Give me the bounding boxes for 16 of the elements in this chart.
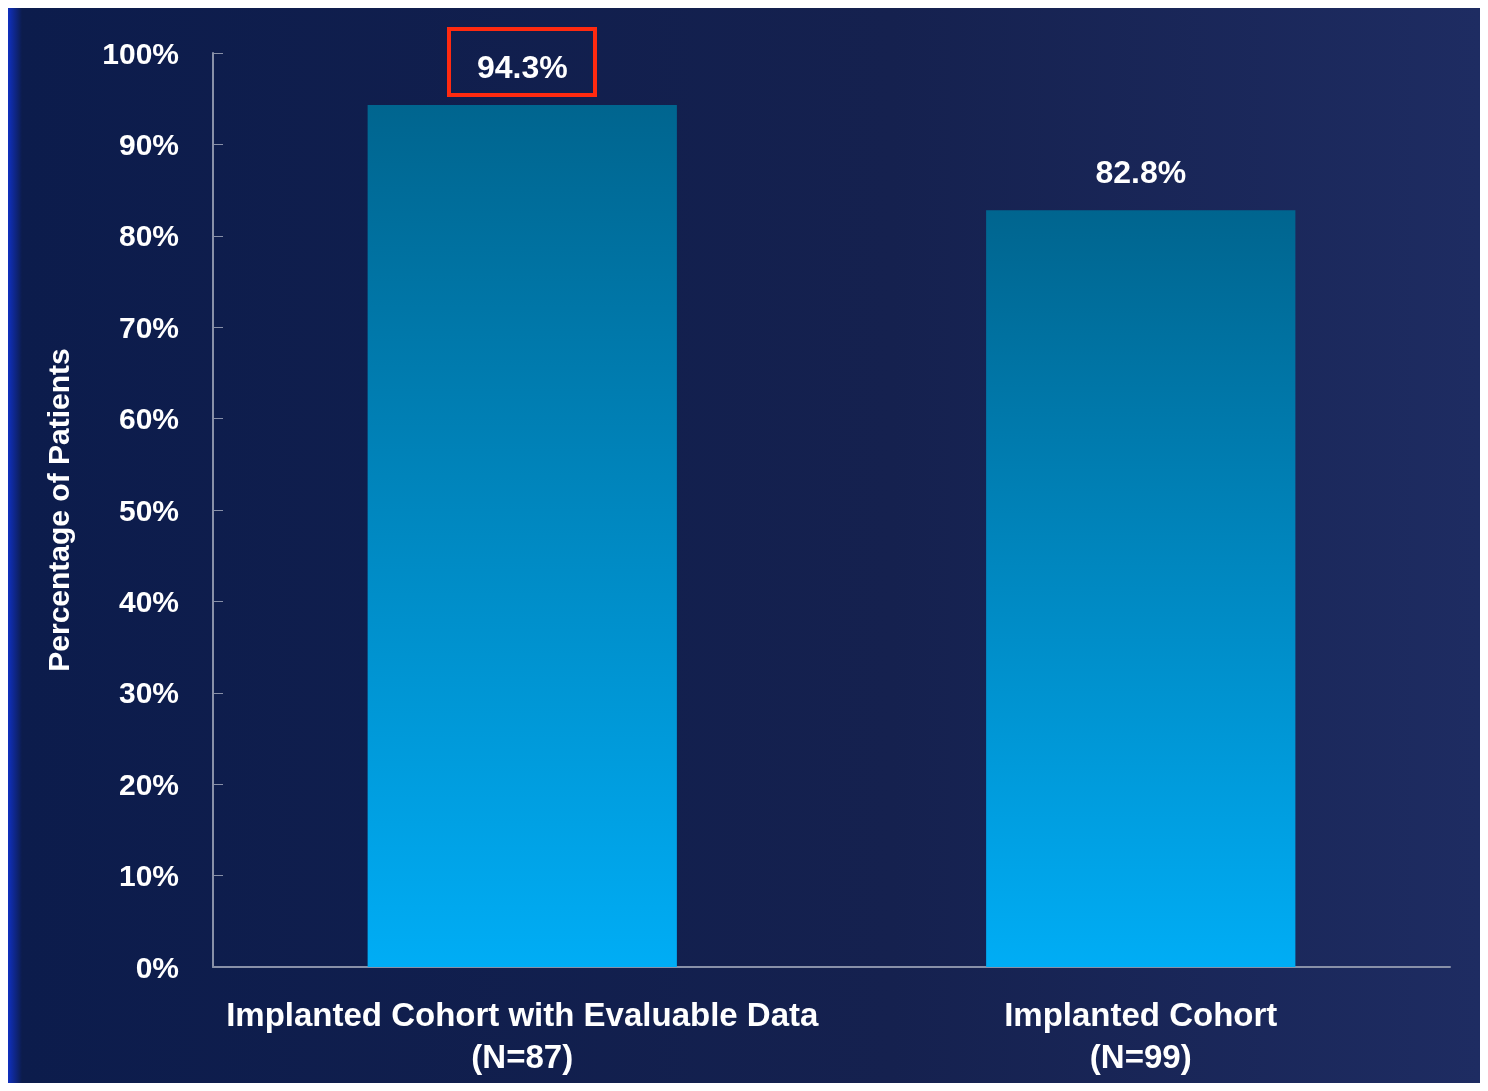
- y-tick-label: 70%: [118, 310, 179, 344]
- y-tick-label: 0%: [135, 950, 179, 984]
- y-tick-label: 100%: [102, 36, 179, 70]
- y-tick-label: 40%: [118, 584, 179, 618]
- y-tick-label: 10%: [118, 859, 179, 893]
- x-tick-label: Implanted Cohort with Evaluable Data (N=87): [226, 995, 820, 1075]
- y-tick-label: 60%: [118, 402, 179, 436]
- x-tick-label: Implanted Cohort (N=99): [1004, 995, 1278, 1075]
- y-tick-label: 30%: [118, 676, 179, 710]
- y-axis-title: Percentage of Patients: [41, 348, 75, 672]
- data-label: 94.3%: [476, 49, 568, 86]
- y-tick-label: 20%: [118, 767, 179, 801]
- y-tick-label: 80%: [118, 219, 179, 253]
- y-tick-label: 90%: [118, 127, 179, 161]
- data-label: 82.8%: [1095, 154, 1187, 191]
- y-tick-label: 50%: [118, 493, 179, 527]
